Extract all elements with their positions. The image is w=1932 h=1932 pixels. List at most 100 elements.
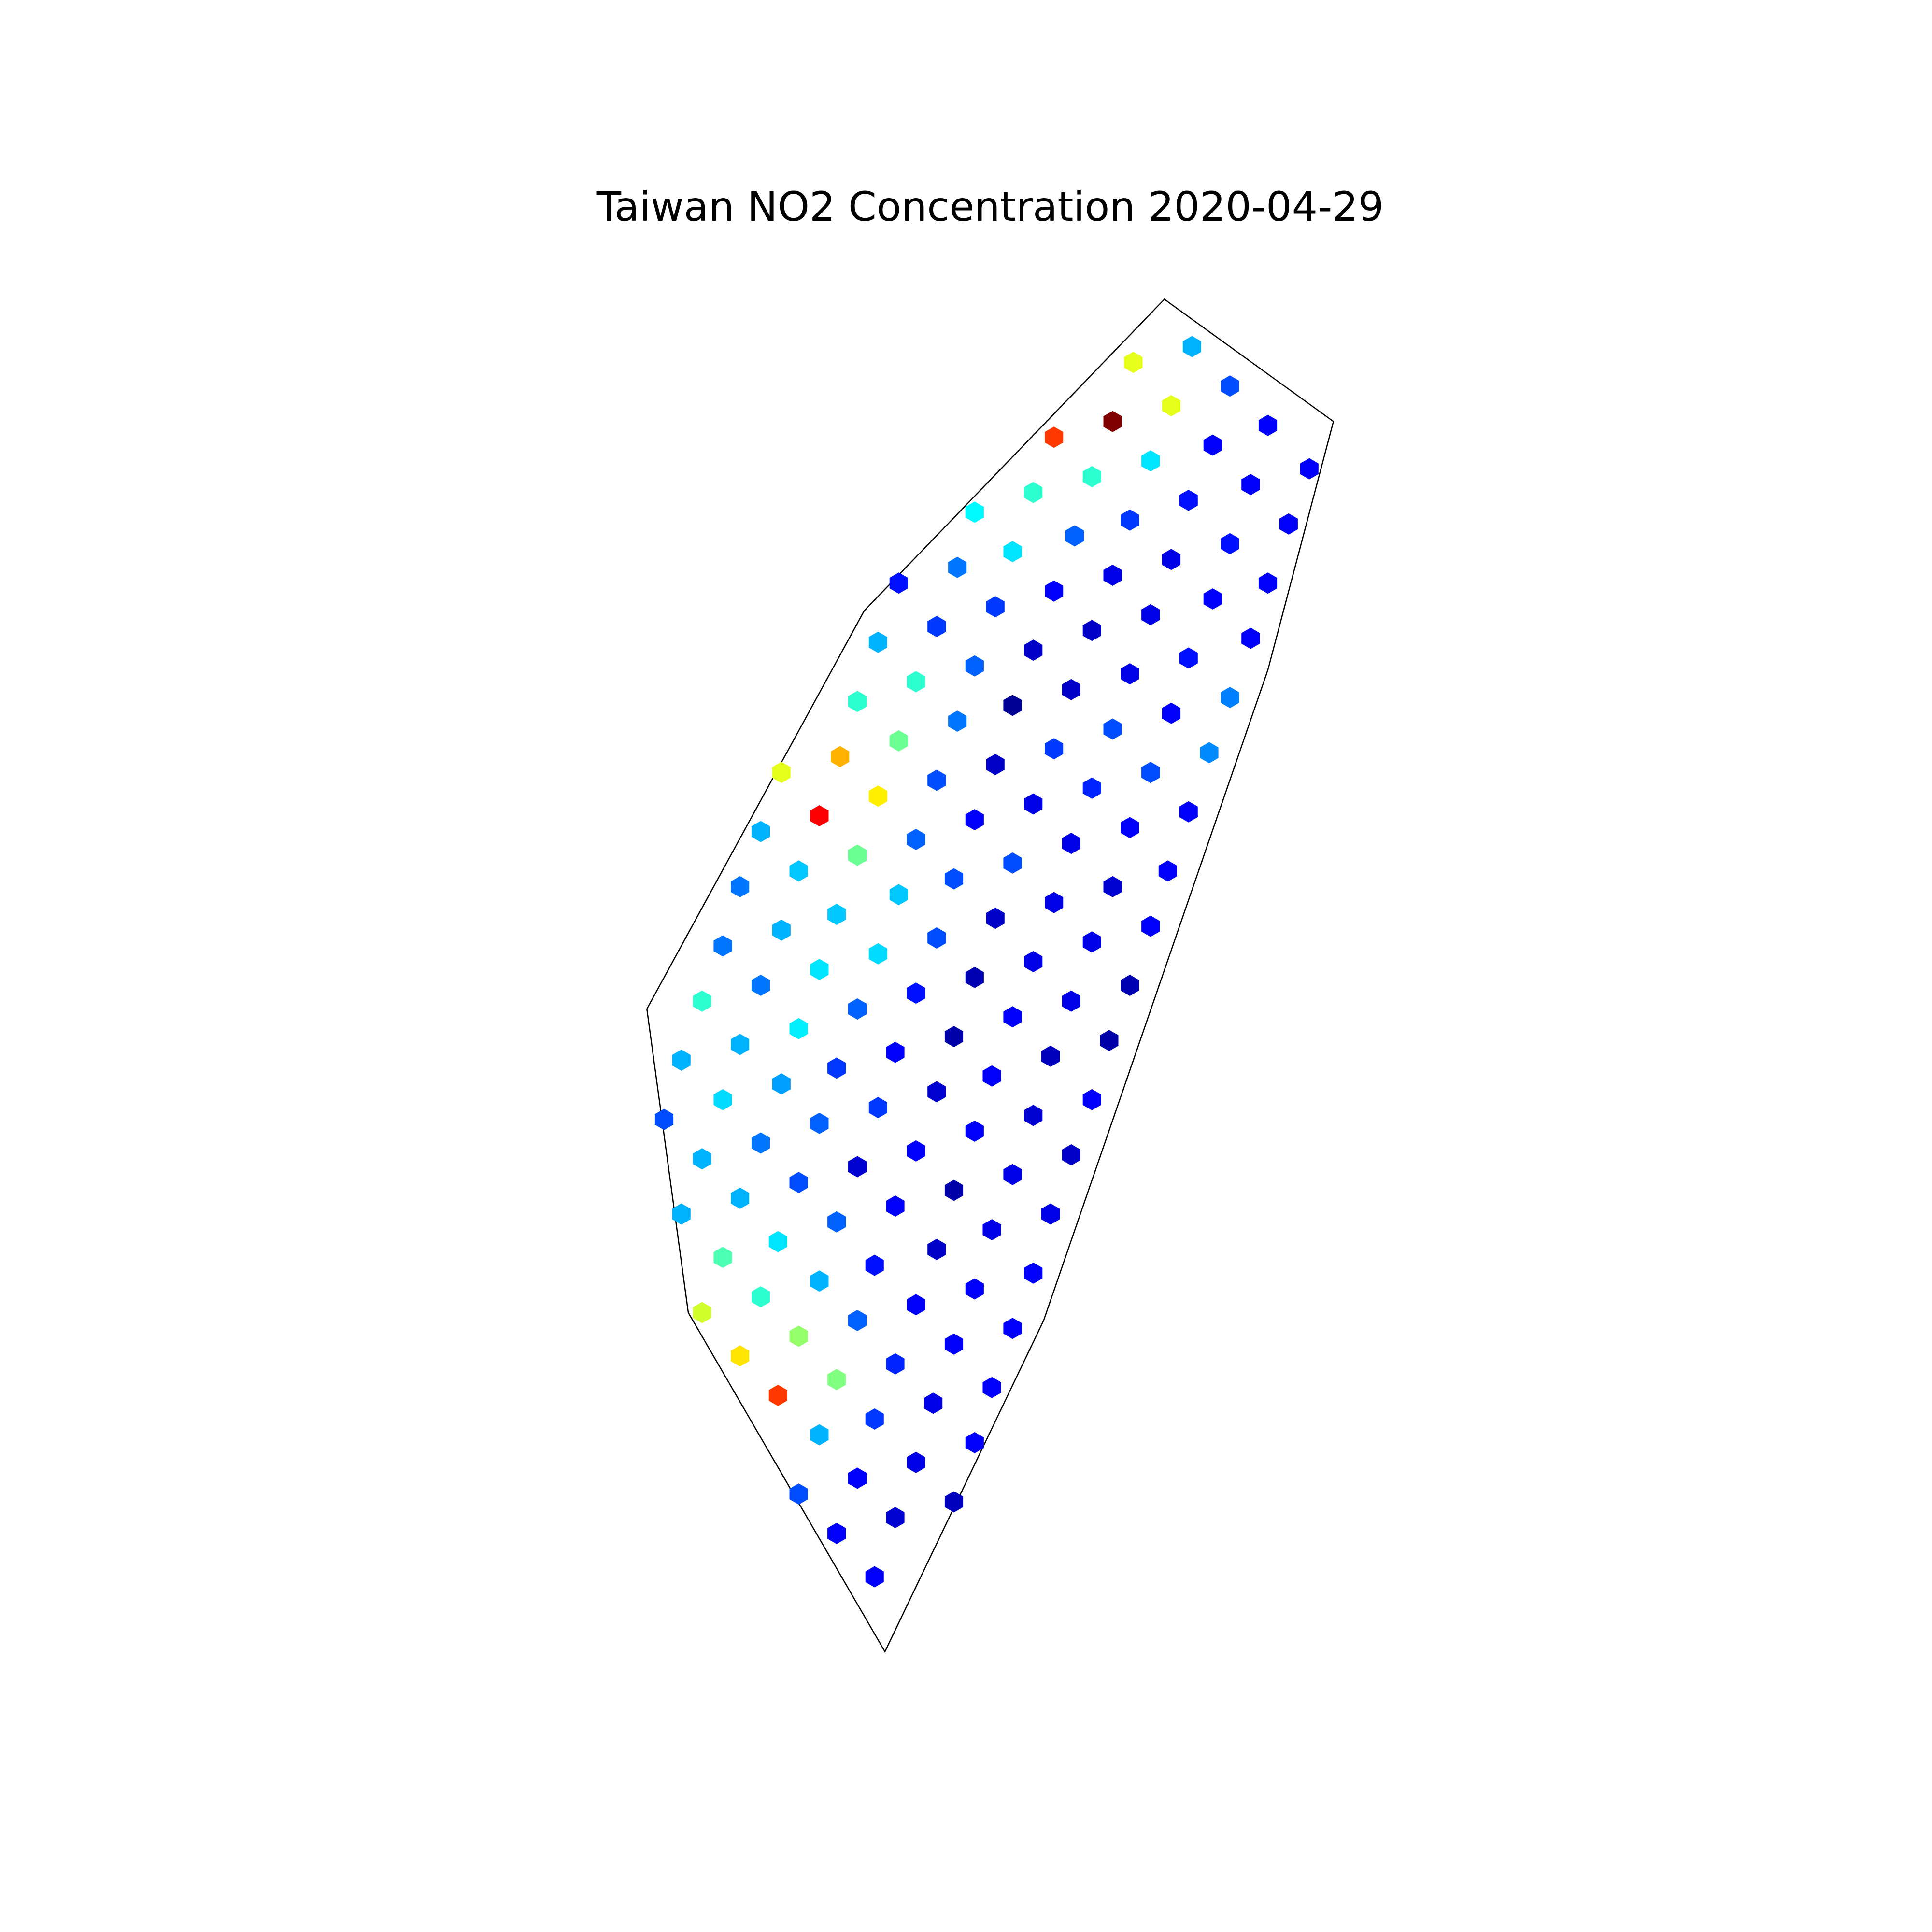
- hexbin-cell: [944, 1026, 964, 1048]
- hexbin-cell: [1062, 990, 1080, 1012]
- hexbin-cell: [713, 935, 732, 957]
- hexbin-cell: [1045, 892, 1064, 913]
- hexbin-cell: [831, 746, 850, 767]
- hexbin-cell: [948, 710, 967, 732]
- hexbin-cell: [944, 1179, 964, 1201]
- hexbin-cell: [944, 868, 964, 890]
- hexbin-cell: [693, 990, 711, 1012]
- hexbin-cell: [986, 753, 1005, 775]
- hexbin-cell: [1162, 702, 1181, 724]
- hexbin-cell: [1141, 762, 1160, 783]
- hexbin-cell: [848, 844, 867, 866]
- hexbin-cell: [789, 1172, 808, 1193]
- hexbin-cell: [1082, 777, 1101, 799]
- chart-title: Taiwan NO2 Concentration 2020-04-29: [596, 183, 1384, 230]
- hexbin-cell: [1065, 525, 1084, 547]
- hexbin-cell: [751, 1132, 770, 1154]
- hexbin-cell: [865, 1254, 884, 1276]
- hexbin-cell: [1003, 852, 1022, 874]
- hexbin-cell: [982, 1065, 1001, 1087]
- hexbin-cell: [1082, 1089, 1101, 1110]
- hexbin-cell: [1003, 1006, 1022, 1028]
- hexbin-cell: [1003, 1164, 1022, 1185]
- hexbin-cell: [713, 1247, 732, 1268]
- hexbin-cell: [1103, 876, 1122, 897]
- hexbin-cell: [944, 1333, 964, 1355]
- hexbin-cell: [848, 1467, 867, 1489]
- hexbin-cell: [907, 1294, 925, 1316]
- hexbin-cell: [1003, 541, 1022, 562]
- hexbin-cell: [1103, 565, 1122, 586]
- hexbin-cell: [1203, 434, 1222, 456]
- hexbin-cell: [927, 769, 946, 791]
- hexbin-cell: [868, 1097, 887, 1119]
- hexbin-cell: [1200, 742, 1219, 764]
- hexbin-cell: [810, 1424, 829, 1446]
- hexbin-cell: [827, 904, 846, 925]
- hexbin-cell: [944, 1491, 964, 1513]
- hexbin-cell: [731, 876, 750, 897]
- hexbin-cell: [810, 1112, 829, 1134]
- hexbin-cell: [1241, 474, 1260, 496]
- hexbin-cell: [1024, 1262, 1043, 1284]
- hexbin-cell: [1141, 915, 1160, 937]
- hexbin-cell: [907, 671, 925, 693]
- hexbin-cell: [1121, 817, 1139, 838]
- hexbin-cell: [1124, 352, 1143, 373]
- hexbin-cell: [1300, 458, 1319, 480]
- hexbin-cell: [982, 1377, 1001, 1398]
- hexbin-cell: [1024, 1105, 1043, 1126]
- hexbin-cell: [672, 1203, 691, 1225]
- hexbin-cell: [789, 1325, 808, 1347]
- hexbin-cell: [1162, 395, 1181, 416]
- hexbin-cell: [1103, 411, 1122, 432]
- hexbin-cell: [1082, 931, 1101, 953]
- hexbin-cell: [827, 1211, 846, 1233]
- hexbin-cell: [848, 998, 867, 1020]
- hexbin-cell: [889, 730, 908, 752]
- hexbin-cell: [1179, 801, 1198, 823]
- hexbin-cell: [1100, 1030, 1119, 1051]
- hexbin-cell: [654, 1108, 674, 1130]
- hexbin-cell: [1024, 482, 1043, 503]
- hexbin-cell: [886, 1041, 905, 1063]
- hexbin-cell: [1041, 1045, 1060, 1067]
- hexbin-cell: [1121, 975, 1139, 996]
- hexbin-cell: [1045, 426, 1064, 448]
- hexbin-cell: [1041, 1203, 1060, 1225]
- hexbin-cell: [907, 982, 925, 1004]
- hexbin-cell: [848, 691, 867, 712]
- hexbin-cell: [1082, 620, 1101, 641]
- hexbin-cell: [868, 631, 887, 653]
- hexbin-cell: [1082, 466, 1101, 487]
- hexbin-cell: [986, 908, 1005, 929]
- hexbin-cell: [948, 556, 967, 578]
- hexbin-cell: [810, 1270, 829, 1292]
- hexbin-cell: [768, 1231, 787, 1252]
- hexbin-cell: [965, 501, 984, 523]
- hexbin-cell: [1003, 695, 1022, 716]
- hexbin-cell: [751, 1286, 770, 1307]
- hexbin-cell: [1158, 860, 1177, 882]
- hexbin-cell: [1062, 679, 1080, 700]
- hexbin-cell: [731, 1187, 750, 1209]
- hexbin-cell: [924, 1392, 943, 1414]
- hexbin-cell: [1024, 639, 1043, 661]
- hexbin-cell: [810, 959, 829, 980]
- hexbin-cell: [1062, 833, 1080, 854]
- hexbin-cell: [1258, 414, 1278, 436]
- hexbin-cell: [907, 829, 925, 850]
- hexbin-cell: [1221, 375, 1239, 397]
- hexbin-cell: [965, 809, 984, 831]
- hexbin-cell: [865, 1408, 884, 1430]
- hexbin-cell: [1221, 533, 1239, 554]
- hexbin-cell: [693, 1302, 711, 1323]
- hexbin-cell: [1221, 687, 1239, 709]
- hexbin-cell: [889, 572, 908, 594]
- hexbin-cell: [868, 785, 887, 807]
- hexbin-cell: [1258, 572, 1278, 594]
- hexbin-cell: [827, 1369, 846, 1391]
- hexbin-cell: [927, 1238, 946, 1260]
